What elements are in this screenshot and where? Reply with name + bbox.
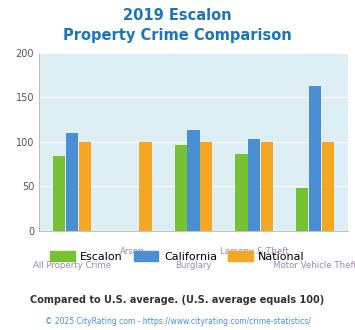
- Bar: [200, 142, 212, 231]
- Bar: [140, 142, 152, 231]
- Bar: [235, 154, 247, 231]
- Bar: [261, 142, 273, 231]
- Text: All Property Crime: All Property Crime: [33, 261, 111, 270]
- Text: Compared to U.S. average. (U.S. average equals 100): Compared to U.S. average. (U.S. average …: [31, 295, 324, 305]
- Text: © 2025 CityRating.com - https://www.cityrating.com/crime-statistics/: © 2025 CityRating.com - https://www.city…: [45, 317, 310, 326]
- Bar: [248, 139, 260, 231]
- Bar: [78, 142, 91, 231]
- Text: Property Crime Comparison: Property Crime Comparison: [63, 28, 292, 43]
- Text: Arson: Arson: [120, 247, 145, 256]
- Bar: [187, 130, 200, 231]
- Text: Burglary: Burglary: [175, 261, 212, 270]
- Legend: Escalon, California, National: Escalon, California, National: [46, 247, 309, 267]
- Bar: [322, 142, 334, 231]
- Bar: [175, 146, 187, 231]
- Bar: [309, 86, 321, 231]
- Bar: [66, 133, 78, 231]
- Text: 2019 Escalon: 2019 Escalon: [123, 8, 232, 23]
- Bar: [296, 188, 308, 231]
- Bar: [53, 156, 65, 231]
- Text: Larceny & Theft: Larceny & Theft: [220, 247, 289, 256]
- Text: Motor Vehicle Theft: Motor Vehicle Theft: [273, 261, 355, 270]
